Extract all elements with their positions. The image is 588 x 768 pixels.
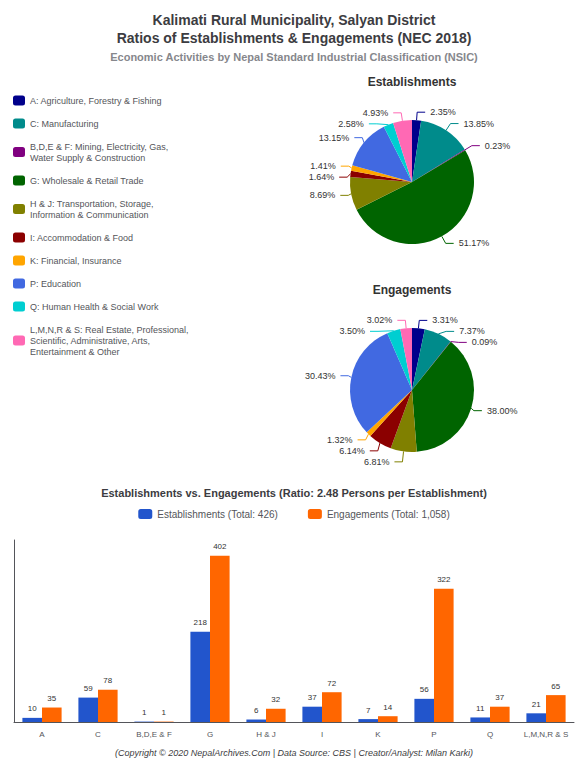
svg-text:P: Education: P: Education <box>30 279 81 289</box>
svg-text:65: 65 <box>551 682 560 691</box>
svg-text:Entertainment & Other: Entertainment & Other <box>30 347 120 357</box>
svg-text:218: 218 <box>194 618 208 627</box>
svg-text:C: C <box>95 730 101 739</box>
svg-text:37: 37 <box>308 693 317 702</box>
svg-text:1.32%: 1.32% <box>327 435 353 445</box>
svg-text:I: Accommodation & Food: I: Accommodation & Food <box>30 233 133 243</box>
svg-text:51.17%: 51.17% <box>459 238 490 248</box>
svg-text:Establishments (Total: 426): Establishments (Total: 426) <box>157 509 278 520</box>
svg-text:0.09%: 0.09% <box>472 337 498 347</box>
svg-text:1: 1 <box>142 708 147 717</box>
svg-text:(Copyright © 2020 NepalArchive: (Copyright © 2020 NepalArchives.Com | Da… <box>115 748 473 758</box>
svg-text:B,D,E & F: Mining, Electricity: B,D,E & F: Mining, Electricity, Gas, <box>30 142 168 152</box>
svg-text:1: 1 <box>162 708 167 717</box>
svg-text:Kalimati Rural Municipality, S: Kalimati Rural Municipality, Salyan Dist… <box>153 12 436 28</box>
svg-text:G: Wholesale & Retail Trade: G: Wholesale & Retail Trade <box>30 176 144 186</box>
svg-text:H & J: Transportation, Storage: H & J: Transportation, Storage, <box>30 199 154 209</box>
svg-text:11: 11 <box>476 704 485 713</box>
svg-text:L,M,N,R & S: Real Estate, Prof: L,M,N,R & S: Real Estate, Professional, <box>30 325 189 335</box>
svg-text:10: 10 <box>28 704 37 713</box>
svg-text:3.50%: 3.50% <box>339 326 365 336</box>
svg-text:37: 37 <box>495 693 504 702</box>
svg-text:P: P <box>431 730 436 739</box>
svg-text:78: 78 <box>103 676 112 685</box>
svg-text:A: A <box>39 730 45 739</box>
svg-text:7: 7 <box>366 706 371 715</box>
svg-text:K: K <box>375 730 381 739</box>
svg-text:K: Financial, Insurance: K: Financial, Insurance <box>30 256 122 266</box>
svg-text:30.43%: 30.43% <box>305 371 336 381</box>
svg-text:I: I <box>321 730 323 739</box>
svg-text:3.02%: 3.02% <box>367 315 393 325</box>
svg-text:Economic Activities by Nepal S: Economic Activities by Nepal Standard In… <box>110 51 478 63</box>
svg-text:8.69%: 8.69% <box>310 190 336 200</box>
svg-text:B,D,E & F: B,D,E & F <box>136 730 172 739</box>
svg-text:402: 402 <box>213 542 227 551</box>
svg-text:C: Manufacturing: C: Manufacturing <box>30 119 99 129</box>
svg-text:56: 56 <box>420 685 429 694</box>
svg-text:13.15%: 13.15% <box>319 133 350 143</box>
svg-text:Water Supply & Construction: Water Supply & Construction <box>30 153 145 163</box>
svg-text:2.35%: 2.35% <box>430 107 456 117</box>
svg-text:3.31%: 3.31% <box>432 315 458 325</box>
svg-text:G: G <box>207 730 213 739</box>
svg-text:L,M,N,R & S: L,M,N,R & S <box>524 730 568 739</box>
svg-text:Establishments vs. Engagements: Establishments vs. Engagements (Ratio: 2… <box>101 487 487 499</box>
svg-text:1.41%: 1.41% <box>310 161 336 171</box>
svg-text:0.23%: 0.23% <box>485 141 511 151</box>
svg-text:Engagements (Total: 1,058): Engagements (Total: 1,058) <box>327 509 450 520</box>
svg-text:Q: Q <box>487 730 493 739</box>
svg-text:32: 32 <box>271 695 280 704</box>
svg-text:6: 6 <box>254 706 259 715</box>
svg-text:1.64%: 1.64% <box>309 172 335 182</box>
svg-text:13.85%: 13.85% <box>464 119 495 129</box>
svg-text:7.37%: 7.37% <box>459 326 485 336</box>
svg-text:Information & Communication: Information & Communication <box>30 210 149 220</box>
svg-text:59: 59 <box>84 684 93 693</box>
svg-text:Engagements: Engagements <box>373 283 452 297</box>
svg-text:72: 72 <box>327 679 336 688</box>
svg-text:A: Agriculture, Forestry & Fis: A: Agriculture, Forestry & Fishing <box>30 96 162 106</box>
svg-text:38.00%: 38.00% <box>487 406 518 416</box>
svg-text:6.81%: 6.81% <box>364 457 390 467</box>
svg-text:Ratios of Establishments & Eng: Ratios of Establishments & Engagements (… <box>117 30 472 46</box>
svg-text:21: 21 <box>532 700 541 709</box>
svg-text:322: 322 <box>437 575 451 584</box>
svg-text:H & J: H & J <box>256 730 276 739</box>
svg-text:4.93%: 4.93% <box>363 108 389 118</box>
svg-text:6.14%: 6.14% <box>339 446 365 456</box>
svg-text:35: 35 <box>47 694 56 703</box>
svg-text:Q: Human Health & Social Work: Q: Human Health & Social Work <box>30 302 159 312</box>
svg-text:Establishments: Establishments <box>368 75 457 89</box>
svg-text:Scientific, Administrative, Ar: Scientific, Administrative, Arts, <box>30 336 150 346</box>
svg-text:14: 14 <box>383 703 392 712</box>
svg-text:2.58%: 2.58% <box>338 119 364 129</box>
